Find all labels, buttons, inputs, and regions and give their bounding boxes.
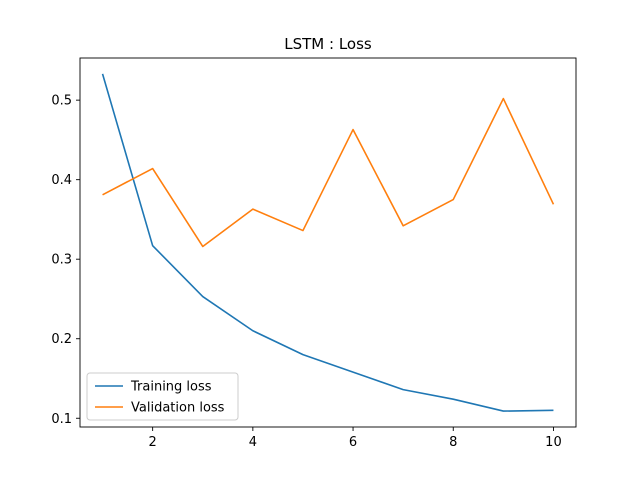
legend: Training loss Validation loss [86, 372, 239, 421]
x-tick-label: 4 [249, 435, 257, 450]
series-line-validation-loss [102, 97, 555, 248]
y-tick-label: 0.5 [51, 94, 72, 109]
legend-label: Validation loss [131, 401, 225, 416]
x-tick-label: 6 [349, 435, 357, 450]
legend-label: Training loss [130, 380, 212, 395]
plot-frame [79, 57, 577, 428]
legend-box [86, 372, 239, 421]
plot-area [79, 57, 577, 428]
y-tick-label: 0.3 [51, 253, 72, 268]
y-tick-label: 0.4 [51, 173, 72, 188]
x-axis: 2 4 6 8 10 [149, 427, 562, 450]
chart-title: LSTM : Loss [284, 35, 372, 53]
x-tick-label: 8 [449, 435, 457, 450]
y-axis: 0.1 0.2 0.3 0.4 0.5 [51, 94, 80, 427]
y-tick-label: 0.2 [51, 332, 72, 347]
x-tick-label: 10 [545, 435, 562, 450]
series-line-training-loss [101, 73, 554, 412]
x-tick-label: 2 [149, 435, 157, 450]
series-layer [101, 73, 555, 412]
y-tick-label: 0.1 [51, 412, 72, 427]
